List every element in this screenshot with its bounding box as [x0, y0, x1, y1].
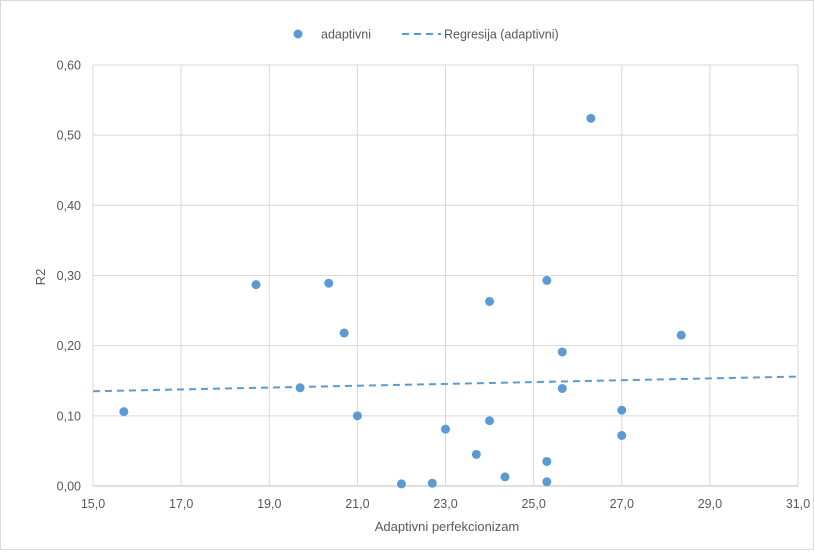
y-axis-label: R2 — [33, 269, 48, 286]
scatter-point — [500, 472, 510, 482]
scatter-point — [485, 416, 495, 426]
y-tick-labels: 0,00 0,10 0,20 0,30 0,40 0,50 0,60 — [57, 59, 81, 494]
scatter-point — [471, 449, 481, 459]
scatter-point — [119, 407, 129, 417]
scatter-point — [324, 278, 334, 288]
legend-label-trendline: Regresija (adaptivni) — [444, 28, 559, 42]
legend-marker-adaptivni — [293, 29, 303, 39]
scatter-point — [295, 383, 305, 393]
x-tick-label: 17,0 — [169, 497, 193, 511]
scatter-point — [427, 478, 437, 488]
x-tick-label: 31,0 — [786, 497, 810, 511]
x-tick-label: 19,0 — [257, 497, 281, 511]
trendline-group — [92, 375, 799, 393]
x-tick-label: 21,0 — [345, 497, 369, 511]
scatter-point — [542, 477, 552, 487]
scatter-point — [676, 330, 686, 340]
x-tick-label: 15,0 — [81, 497, 105, 511]
y-tick-label: 0,10 — [57, 409, 81, 423]
y-tick-label: 0,50 — [57, 129, 81, 143]
scatter-point — [542, 456, 552, 466]
y-tick-label: 0,00 — [57, 480, 81, 494]
scatter-point — [352, 411, 362, 421]
legend: adaptivni Regresija (adaptivni) — [293, 28, 559, 42]
grid-lines — [92, 64, 799, 486]
y-tick-label: 0,40 — [57, 199, 81, 213]
x-tick-label: 23,0 — [433, 497, 457, 511]
scatter-point — [251, 280, 261, 290]
data-points — [119, 113, 686, 489]
scatter-point — [339, 328, 349, 338]
x-axis-label: Adaptivni perfekcionizam — [375, 519, 520, 534]
x-tick-label: 25,0 — [521, 497, 545, 511]
trendline — [92, 375, 799, 393]
legend-label-adaptivni: adaptivni — [321, 28, 371, 42]
scatter-point — [557, 347, 567, 357]
y-tick-label: 0,20 — [57, 339, 81, 353]
scatter-point — [586, 113, 596, 123]
y-tick-label: 0,30 — [57, 269, 81, 283]
scatter-point — [441, 424, 450, 434]
scatter-point — [485, 296, 495, 306]
scatter-point — [617, 405, 627, 415]
scatter-point — [557, 383, 567, 393]
scatter-point — [542, 275, 552, 285]
scatter-point — [396, 479, 406, 489]
x-tick-label: 27,0 — [610, 497, 634, 511]
x-tick-labels: 15,0 17,0 19,0 21,0 23,0 25,0 27,0 29,0 31,0 — [81, 497, 810, 511]
x-tick-label: 29,0 — [698, 497, 722, 511]
y-tick-label: 0,60 — [57, 59, 81, 73]
scatter-point — [617, 430, 627, 440]
